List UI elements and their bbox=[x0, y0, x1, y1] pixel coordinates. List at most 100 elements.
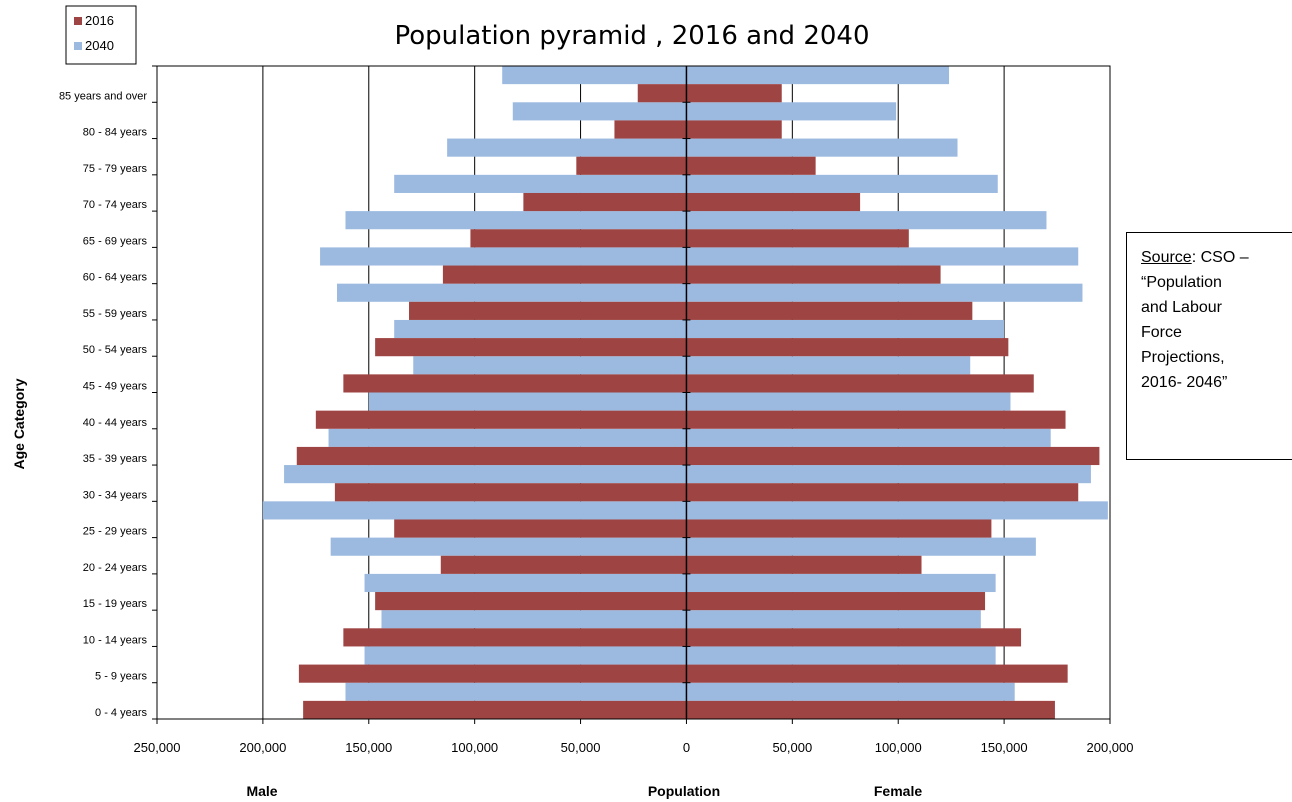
legend: 2016 2040 bbox=[65, 5, 137, 65]
bar-female-2040 bbox=[686, 66, 950, 85]
bar-female-2040 bbox=[686, 319, 1005, 339]
bar-male-2016 bbox=[375, 592, 687, 611]
bar-female-2016 bbox=[686, 410, 1066, 429]
category-label: 0 - 4 years bbox=[95, 707, 147, 719]
bar-male-2040 bbox=[502, 66, 687, 85]
category-label: 60 - 64 years bbox=[83, 272, 148, 284]
bar-female-2040 bbox=[686, 428, 1051, 447]
x-tick-label: 250,000 bbox=[134, 740, 181, 755]
chart-title: Population pyramid , 2016 and 2040 bbox=[394, 21, 869, 51]
bar-female-2040 bbox=[686, 247, 1079, 266]
legend-swatch-2040 bbox=[74, 42, 82, 50]
bar-female-2016 bbox=[686, 700, 1055, 719]
x-tick-label: 200,000 bbox=[1087, 740, 1134, 755]
bar-female-2016 bbox=[686, 338, 1009, 357]
category-label: 45 - 49 years bbox=[83, 381, 148, 393]
bar-male-2016 bbox=[375, 338, 687, 357]
bar-male-2016 bbox=[637, 84, 687, 103]
x-tick-label: 50,000 bbox=[772, 740, 812, 755]
category-label: 55 - 59 years bbox=[83, 308, 148, 320]
bar-male-2016 bbox=[394, 519, 687, 538]
x-tick-label: 150,000 bbox=[345, 740, 392, 755]
bar-female-2040 bbox=[686, 283, 1083, 302]
bar-male-2016 bbox=[442, 265, 687, 284]
source-text: : CSO – bbox=[1191, 249, 1249, 266]
source-note: Source: CSO – “Population and Labour For… bbox=[1126, 232, 1292, 460]
bar-male-2016 bbox=[614, 120, 687, 139]
x-tick-labels: 250,000 200,000 150,000 100,000 50,000 0 50,00… bbox=[134, 740, 1134, 755]
bar-female-2016 bbox=[686, 592, 986, 611]
bar-male-2016 bbox=[296, 446, 687, 466]
bar-female-2016 bbox=[686, 265, 941, 284]
category-label: 40 - 44 years bbox=[83, 417, 148, 429]
bar-female-2040 bbox=[686, 682, 1015, 701]
bar-male-2016 bbox=[334, 483, 687, 502]
source-line-3: and Labour bbox=[1141, 299, 1222, 316]
legend-swatch-2016 bbox=[74, 17, 82, 25]
bar-female-2016 bbox=[686, 664, 1068, 683]
bar-male-2016 bbox=[343, 628, 687, 647]
category-label: 35 - 39 years bbox=[83, 453, 148, 465]
bar-female-2040 bbox=[686, 610, 981, 629]
x-axis-title-male: Male bbox=[246, 783, 277, 799]
bar-male-2016 bbox=[576, 156, 687, 175]
category-labels: 0 - 4 years 5 - 9 years 10 - 14 years 15 - … bbox=[59, 90, 148, 719]
source-label: Source bbox=[1141, 249, 1192, 266]
bar-male-2040 bbox=[394, 174, 687, 193]
bar-female-2040 bbox=[686, 356, 971, 375]
bar-female-2040 bbox=[686, 392, 1011, 411]
bar-female-2016 bbox=[686, 446, 1100, 466]
bar-male-2040 bbox=[368, 392, 687, 411]
bar-male-2040 bbox=[345, 682, 687, 701]
source-line-6: 2016- 2046” bbox=[1141, 374, 1228, 391]
source-line-2: “Population bbox=[1141, 274, 1222, 291]
plot-frame bbox=[152, 65, 1111, 724]
bar-male-2016 bbox=[409, 301, 687, 320]
legend-box bbox=[65, 5, 137, 65]
category-label: 50 - 54 years bbox=[83, 344, 148, 356]
category-label: 70 - 74 years bbox=[83, 199, 148, 211]
bar-female-2016 bbox=[686, 120, 782, 139]
category-label: 15 - 19 years bbox=[83, 598, 148, 610]
bar-male-2016 bbox=[470, 229, 687, 248]
bar-male-2016 bbox=[523, 192, 687, 212]
bar-female-2016 bbox=[686, 483, 1079, 502]
bar-male-2040 bbox=[381, 610, 687, 629]
category-label: 65 - 69 years bbox=[83, 235, 148, 247]
bar-female-2040 bbox=[686, 211, 1047, 230]
bar-female-2040 bbox=[686, 501, 1108, 520]
bar-female-2040 bbox=[686, 537, 1036, 556]
bars bbox=[262, 66, 1108, 719]
x-tick-label: 50,000 bbox=[561, 740, 601, 755]
bar-male-2040 bbox=[512, 102, 687, 121]
category-label: 80 - 84 years bbox=[83, 127, 148, 139]
bar-female-2016 bbox=[686, 84, 782, 103]
x-tick-label: 100,000 bbox=[875, 740, 922, 755]
category-label: 75 - 79 years bbox=[83, 163, 148, 175]
bar-female-2016 bbox=[686, 555, 922, 574]
category-label: 30 - 34 years bbox=[83, 489, 148, 501]
bar-male-2040 bbox=[345, 211, 687, 230]
bar-male-2040 bbox=[447, 138, 687, 157]
bar-male-2016 bbox=[315, 410, 687, 429]
bar-male-2040 bbox=[330, 537, 687, 556]
bar-male-2016 bbox=[343, 374, 687, 393]
category-label: 10 - 14 years bbox=[83, 634, 148, 646]
bar-male-2040 bbox=[337, 283, 687, 302]
x-tick-label: 0 bbox=[683, 740, 690, 755]
bar-female-2040 bbox=[686, 646, 996, 665]
bar-male-2040 bbox=[328, 428, 687, 447]
bar-female-2040 bbox=[686, 573, 996, 593]
bar-male-2040 bbox=[320, 247, 687, 266]
bar-male-2040 bbox=[284, 465, 687, 484]
bar-male-2016 bbox=[303, 700, 687, 719]
category-label: 25 - 29 years bbox=[83, 526, 148, 538]
x-axis-title-female: Female bbox=[874, 783, 922, 799]
x-tick-label: 100,000 bbox=[451, 740, 498, 755]
y-axis-title: Age Category bbox=[11, 378, 27, 469]
bar-male-2016 bbox=[440, 555, 687, 574]
bar-female-2040 bbox=[686, 174, 998, 193]
x-tick-label: 200,000 bbox=[239, 740, 286, 755]
legend-label-2040: 2040 bbox=[85, 38, 114, 53]
